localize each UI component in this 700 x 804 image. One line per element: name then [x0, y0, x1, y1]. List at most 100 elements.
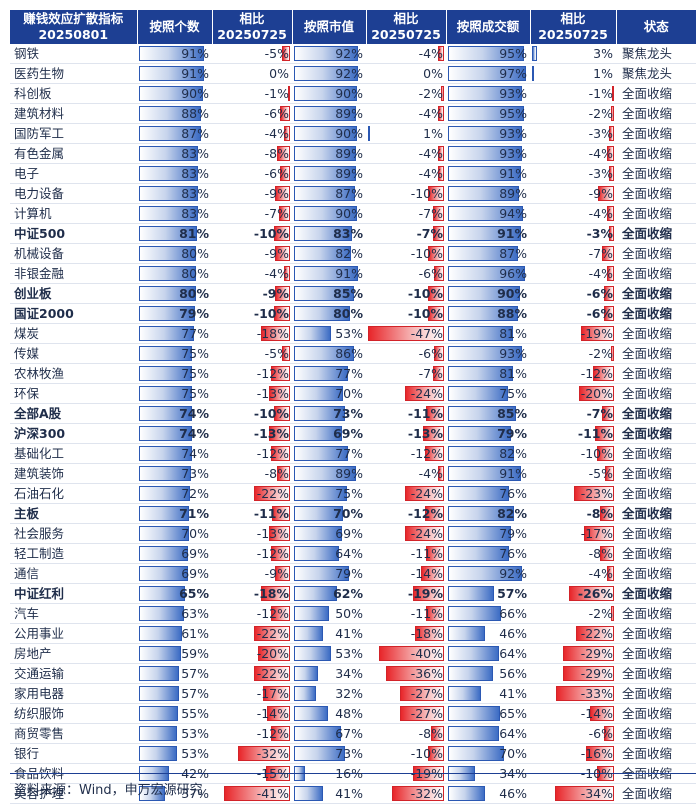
row-name: 国证2000: [10, 303, 137, 324]
cell-value: -6%: [418, 346, 443, 361]
cell-turn: 66%: [446, 603, 530, 624]
cell-value: -36%: [410, 666, 443, 681]
cell-mcap: 75%: [292, 483, 366, 504]
data-bar-count: [139, 46, 204, 61]
cell-c1: -6%: [212, 103, 292, 124]
cell-turn: 79%: [446, 423, 530, 444]
data-bar-c3: [593, 366, 614, 381]
data-bar-mcap: [294, 326, 332, 341]
data-bar-mcap: [294, 146, 357, 161]
cell-value: 90%: [335, 126, 363, 141]
cell-value: -22%: [580, 626, 613, 641]
row-name: 轻工制造: [10, 543, 137, 564]
data-bar-turn: [448, 466, 521, 481]
cell-value: 88%: [181, 106, 209, 121]
cell-turn: 46%: [446, 783, 530, 804]
cell-turn: 88%: [446, 303, 530, 324]
cell-value: 74%: [179, 426, 209, 441]
data-bar-count: [139, 146, 198, 161]
cell-value: 80%: [181, 266, 209, 281]
cell-c1: -14%: [212, 703, 292, 724]
data-bar-c2: [434, 266, 444, 281]
cell-turn: 41%: [446, 683, 530, 704]
data-bar-turn: [448, 46, 524, 61]
cell-value: -4%: [264, 126, 289, 141]
cell-value: -1%: [264, 86, 289, 101]
data-bar-c3: [601, 246, 614, 261]
cell-c2: -11%: [366, 603, 446, 624]
cell-c2: 1%: [366, 123, 446, 144]
cell-value: 41%: [499, 686, 527, 701]
cell-value: 75%: [181, 366, 209, 381]
row-name: 机械设备: [10, 243, 137, 264]
cell-mcap: 77%: [292, 363, 366, 384]
row-status: 全面收缩: [616, 383, 696, 404]
cell-value: 93%: [499, 86, 527, 101]
cell-c2: -4%: [366, 163, 446, 184]
cell-mcap: 50%: [292, 603, 366, 624]
cell-value: 74%: [179, 406, 209, 421]
cell-value: -8%: [418, 726, 443, 741]
cell-value: 88%: [497, 306, 527, 321]
cell-value: 95%: [499, 46, 527, 61]
data-bar-mcap: [294, 406, 346, 421]
cell-value: -4%: [588, 206, 613, 221]
row-status: 全面收缩: [616, 583, 696, 604]
cell-value: -12%: [410, 446, 443, 461]
cell-c1: -12%: [212, 363, 292, 384]
cell-c1: -9%: [212, 563, 292, 584]
cell-value: -12%: [256, 546, 289, 561]
cell-value: 87%: [499, 246, 527, 261]
cell-value: 92%: [335, 46, 363, 61]
data-bar-mcap: [294, 506, 343, 521]
cell-value: 79%: [499, 526, 527, 541]
cell-turn: 57%: [446, 583, 530, 604]
data-bar-turn: [448, 106, 524, 121]
cell-value: -10%: [580, 766, 613, 781]
cell-value: -13%: [256, 386, 289, 401]
row-name: 汽车: [10, 603, 137, 624]
cell-value: 65%: [179, 586, 209, 601]
cell-c3: -14%: [530, 703, 616, 724]
cell-value: -24%: [410, 386, 443, 401]
data-bar-count: [139, 486, 191, 501]
data-bar-mcap: [294, 426, 343, 441]
cell-mcap: 41%: [292, 783, 366, 804]
data-bar-c1: [275, 566, 290, 581]
cell-mcap: 89%: [292, 463, 366, 484]
table-row: 传媒 75% -5% 86% -6% 93% -2% 全面收缩: [10, 343, 696, 364]
cell-value: 77%: [181, 326, 209, 341]
data-bar-c2: [432, 366, 444, 381]
cell-value: -7%: [264, 206, 289, 221]
cell-count: 83%: [137, 203, 212, 224]
cell-mcap: 80%: [292, 303, 366, 324]
data-bar-c1: [257, 646, 290, 661]
table-row: 社会服务 70% -13% 69% -24% 79% -17% 全面收缩: [10, 523, 696, 544]
cell-value: 55%: [181, 706, 209, 721]
cell-mcap: 82%: [292, 243, 366, 264]
cell-c2: -10%: [366, 303, 446, 324]
data-bar-mcap: [294, 626, 323, 641]
data-bar-c2: [437, 46, 444, 61]
table-row: 建筑装饰 73% -8% 89% -4% 91% -5% 全面收缩: [10, 463, 696, 484]
cell-c3: -17%: [530, 523, 616, 544]
cell-value: 91%: [499, 466, 527, 481]
cell-value: 59%: [181, 646, 209, 661]
cell-value: -11%: [410, 606, 443, 621]
cell-value: -19%: [580, 326, 613, 341]
cell-c2: -40%: [366, 643, 446, 664]
data-bar-turn: [448, 386, 508, 401]
cell-count: 90%: [137, 83, 212, 104]
cell-value: 83%: [181, 166, 209, 181]
cell-c2: -11%: [366, 403, 446, 424]
cell-c3: -5%: [530, 463, 616, 484]
cell-value: -23%: [580, 486, 613, 501]
cell-value: 53%: [335, 646, 363, 661]
table-row: 石油石化 72% -22% 75% -24% 76% -23% 全面收缩: [10, 483, 696, 504]
data-bar-count: [139, 346, 193, 361]
data-bar-count: [139, 446, 192, 461]
cell-value: -2%: [588, 106, 613, 121]
row-status: 全面收缩: [616, 503, 696, 524]
header-change-mcap: 相比 20250725: [366, 10, 447, 44]
cell-value: 83%: [333, 226, 363, 241]
